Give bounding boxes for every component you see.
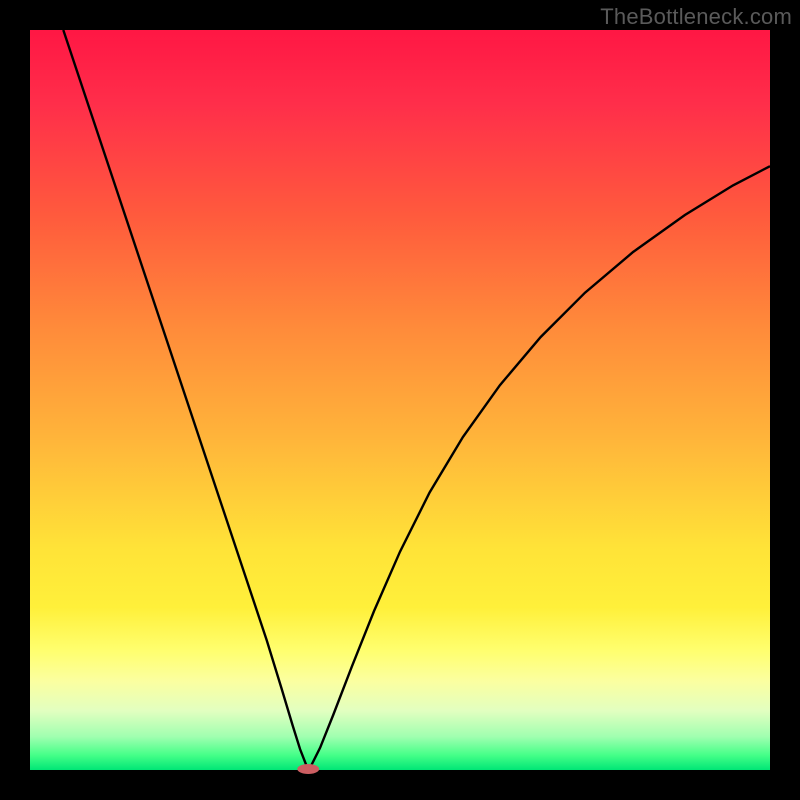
chart-container: { "watermark": { "text": "TheBottleneck.… (0, 0, 800, 800)
plot-background (30, 30, 770, 770)
watermark-text: TheBottleneck.com (600, 4, 792, 30)
bottleneck-chart (0, 0, 800, 800)
optimal-point-marker (297, 764, 319, 774)
